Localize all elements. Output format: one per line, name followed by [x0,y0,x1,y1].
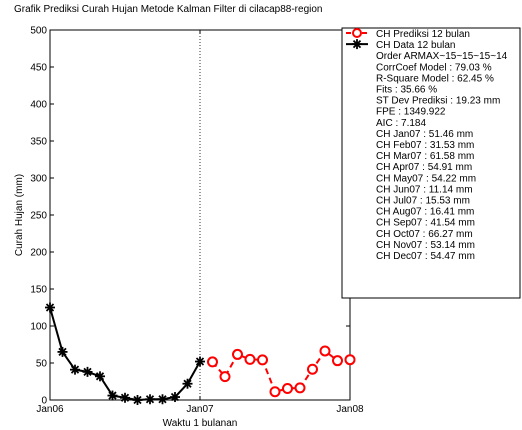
legend-info-line: FPE : 1349.922 [376,107,446,118]
legend-info-line: CH May07 : 54.22 mm [376,173,476,184]
legend-info-line: CH Nov07 : 53.14 mm [376,240,475,251]
data-point-star [45,303,55,312]
y-tick-label: 400 [30,100,47,111]
legend-info-line: ST Dev Prediksi : 19.23 mm [376,96,500,107]
y-tick-label: 100 [30,322,47,333]
data-point-circle [207,356,218,368]
y-tick-label: 450 [30,63,47,74]
y-axis-label: Curah Hujan (mm) [14,174,25,256]
y-tick-label: 0 [41,396,47,407]
series-group [45,302,356,405]
data-point-star [108,391,117,400]
legend-entry: CH Data 12 bulan [376,40,456,51]
data-point-star [120,393,130,402]
y-tick-label: 300 [30,174,47,185]
data-point-circle [344,354,356,366]
legend-info-line: CH Jul07 : 15.53 mm [376,196,470,207]
y-tick-label: 50 [36,359,48,370]
data-point-circle [294,382,306,394]
data-point-circle [244,353,256,365]
legend-info-line: CH Oct07 : 66.27 mm [376,229,473,240]
data-point-star [195,357,205,366]
legend-marker-circle [352,28,362,38]
y-tick-label: 150 [30,285,47,296]
x-tick-label: Jan07 [186,404,214,415]
legend-info-line: Fits : 35.66 % [376,85,437,96]
data-point-star [70,365,80,374]
data-point-star [145,395,155,404]
data-point-circle [319,345,331,357]
data-point-star [158,395,167,404]
legend-info-line: AIC : 7.184 [376,118,426,129]
x-axis-label: Waktu 1 bulanan [163,418,238,429]
series-prediksi [207,345,356,398]
data-point-star [58,347,67,357]
data-point-circle [282,383,293,395]
legend-info-line: CorrCoef Model : 79.03 % [376,62,492,73]
x-tick-label: Jan06 [36,404,64,415]
data-point-star [183,379,192,388]
legend-entry: CH Prediksi 12 bulan [376,29,470,40]
legend-info-line: CH Mar07 : 61.58 mm [376,151,474,162]
legend-info-line: CH Dec07 : 54.47 mm [376,251,475,262]
data-point-star [83,367,92,377]
data-point-circle [269,386,281,398]
data-point-star [95,372,105,381]
legend-marker-star [352,39,362,49]
legend-info-line: Order ARMAX~15~15~15~14 [376,51,508,62]
data-point-circle [219,371,231,383]
y-tick-label: 350 [30,137,47,148]
y-tick-label: 200 [30,248,47,259]
chart-title: Grafik Prediksi Curah Hujan Metode Kalma… [14,4,322,15]
data-point-circle [232,348,243,360]
plot-area [49,29,351,401]
legend-info-line: CH Apr07 : 54.91 mm [376,162,472,173]
data-point-circle [332,355,343,367]
legend-box [341,27,521,299]
legend-info-line: R-Square Model : 62.45 % [376,73,494,84]
series-data [45,302,205,405]
legend-info-line: CH Aug07 : 16.41 mm [376,207,474,218]
y-tick-label: 250 [30,211,47,222]
data-point-circle [307,363,318,375]
data-point-circle [257,354,268,366]
data-point-star [133,395,142,405]
data-point-star [170,392,180,402]
legend-info-line: CH Feb07 : 31.53 mm [376,140,474,151]
legend-info-line: CH Jun07 : 11.14 mm [376,184,473,195]
x-tick-label: Jan08 [336,404,364,415]
y-tick-label: 500 [30,26,47,37]
legend-info-line: CH Jan07 : 51.46 mm [376,129,473,140]
legend-info-line: CH Sep07 : 41.54 mm [376,218,475,229]
